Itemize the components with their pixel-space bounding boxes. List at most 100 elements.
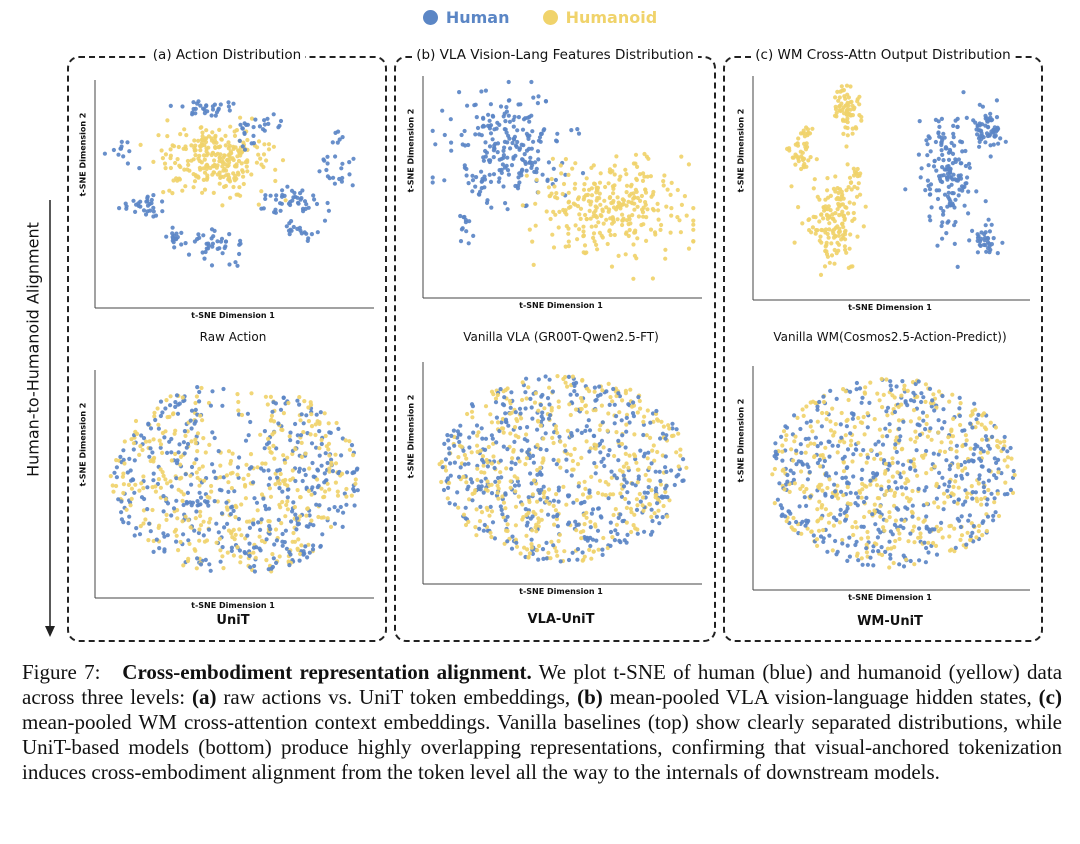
point-human — [174, 498, 179, 503]
point-humanoid — [291, 530, 296, 536]
point-humanoid — [305, 506, 310, 511]
point-humanoid — [502, 541, 507, 546]
point-humanoid — [682, 194, 687, 199]
point-humanoid — [608, 195, 613, 200]
point-human — [612, 538, 617, 543]
point-human — [957, 406, 962, 411]
point-human — [118, 454, 123, 459]
point-humanoid — [837, 520, 842, 525]
point-human — [800, 462, 805, 467]
point-humanoid — [538, 465, 543, 470]
point-humanoid — [887, 565, 892, 570]
point-humanoid — [226, 480, 231, 485]
point-human — [476, 192, 481, 197]
point-humanoid — [286, 559, 291, 564]
point-human — [322, 480, 327, 485]
point-human — [487, 126, 492, 131]
point-human — [498, 458, 503, 463]
point-human — [247, 541, 252, 546]
point-humanoid — [217, 156, 222, 161]
point-human — [165, 533, 170, 538]
point-humanoid — [626, 214, 632, 219]
point-human — [600, 547, 605, 552]
point-humanoid — [557, 209, 562, 214]
point-human — [580, 171, 586, 176]
point-human — [542, 127, 547, 132]
point-human — [980, 464, 985, 469]
point-human — [988, 154, 993, 159]
point-human — [848, 431, 853, 436]
point-humanoid — [226, 175, 232, 180]
point-human — [509, 546, 515, 551]
point-human — [572, 389, 577, 394]
point-humanoid — [223, 143, 228, 148]
point-human — [989, 491, 994, 496]
point-human — [182, 451, 187, 456]
point-human — [485, 198, 490, 203]
point-human — [965, 472, 970, 477]
point-human — [780, 458, 785, 463]
point-humanoid — [141, 521, 146, 526]
point-humanoid — [194, 394, 199, 399]
point-human — [901, 564, 907, 569]
point-humanoid — [850, 524, 855, 530]
point-human — [321, 157, 326, 162]
point-humanoid — [996, 470, 1001, 475]
point-humanoid — [810, 429, 815, 434]
point-humanoid — [644, 154, 649, 159]
point-humanoid — [573, 202, 578, 207]
point-humanoid — [861, 414, 866, 420]
point-human — [303, 544, 308, 549]
point-humanoid — [815, 507, 820, 512]
point-human — [925, 142, 930, 147]
point-humanoid — [333, 452, 338, 457]
point-human — [254, 500, 260, 505]
legend-item-human: Human — [422, 8, 509, 27]
point-humanoid — [938, 449, 943, 454]
point-human — [970, 425, 975, 430]
point-human — [517, 406, 523, 411]
point-humanoid — [780, 468, 785, 473]
point-human — [794, 462, 799, 467]
point-human — [936, 156, 941, 161]
point-human — [981, 449, 986, 454]
scatter-plot-a-top — [92, 80, 374, 310]
point-humanoid — [798, 486, 803, 491]
point-humanoid — [846, 185, 851, 190]
point-human — [460, 142, 465, 147]
point-human — [526, 146, 532, 151]
point-humanoid — [539, 508, 544, 513]
point-humanoid — [1009, 456, 1014, 461]
point-human — [773, 449, 778, 454]
point-human — [283, 528, 288, 533]
point-humanoid — [840, 537, 845, 543]
point-humanoid — [772, 466, 777, 472]
point-human — [208, 568, 213, 573]
point-humanoid — [828, 511, 833, 516]
point-human — [612, 402, 617, 407]
point-human — [524, 168, 529, 173]
point-human — [490, 113, 495, 118]
point-human — [538, 497, 543, 502]
point-human — [218, 559, 223, 564]
point-humanoid — [851, 532, 856, 538]
point-human — [295, 440, 300, 445]
point-humanoid — [913, 439, 918, 444]
point-humanoid — [255, 145, 260, 150]
point-humanoid — [347, 439, 352, 444]
point-human — [884, 409, 889, 414]
point-humanoid — [566, 239, 571, 244]
point-human — [785, 472, 790, 478]
point-human — [598, 450, 603, 455]
point-humanoid — [649, 488, 654, 493]
point-human — [294, 516, 300, 521]
point-humanoid — [488, 530, 493, 535]
point-human — [924, 514, 929, 519]
point-humanoid — [626, 222, 631, 227]
point-human — [905, 403, 910, 408]
point-humanoid — [570, 166, 575, 171]
point-humanoid — [589, 224, 594, 229]
point-human — [519, 448, 524, 453]
point-human — [323, 451, 328, 456]
point-human — [832, 482, 837, 487]
